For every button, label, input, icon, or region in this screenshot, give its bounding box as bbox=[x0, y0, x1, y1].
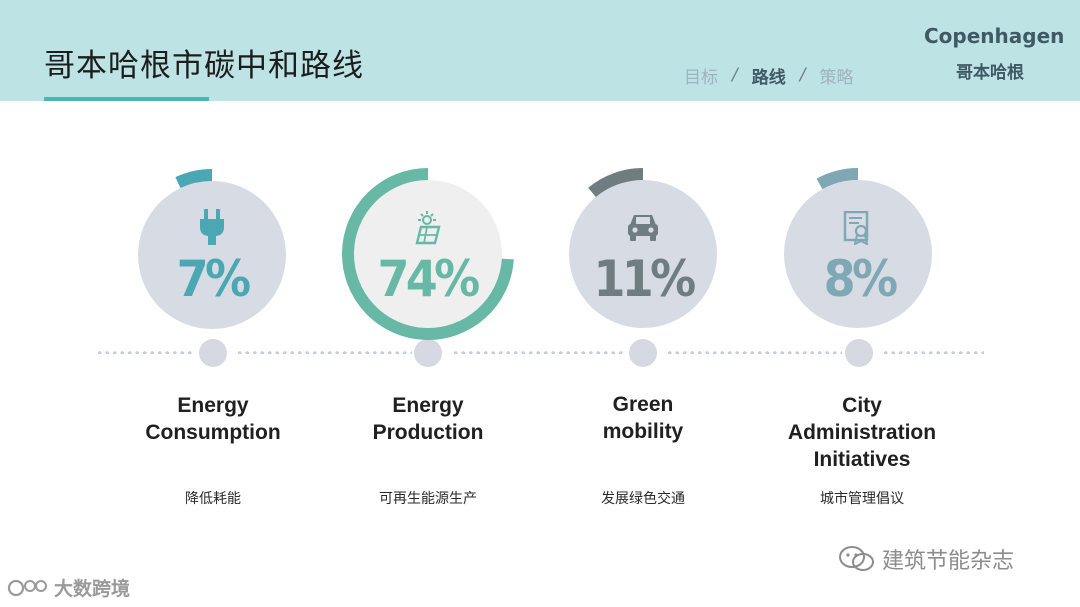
metric-disc bbox=[354, 180, 502, 328]
breadcrumb-item-goal[interactable]: 目标 bbox=[684, 67, 718, 88]
metric-progress-arc bbox=[816, 168, 859, 190]
timeline-node[interactable] bbox=[845, 339, 873, 367]
breadcrumb-separator: / bbox=[799, 65, 806, 85]
car-icon bbox=[627, 212, 659, 246]
brand-name-en: Copenhagen bbox=[924, 24, 1065, 48]
metric-disc bbox=[569, 180, 717, 328]
metric-percent: 8% bbox=[823, 250, 898, 308]
brand-name-zh: 哥本哈根 bbox=[956, 63, 1024, 83]
metric-label: City Administration Initiatives bbox=[787, 394, 937, 471]
metric-disc bbox=[784, 180, 932, 328]
header-bar bbox=[0, 0, 1080, 101]
logo-icon bbox=[7, 579, 47, 596]
timeline-node[interactable] bbox=[414, 339, 442, 367]
metric-progress-arc bbox=[342, 168, 514, 340]
solar-panel-icon bbox=[413, 211, 443, 249]
metric-percent: 11% bbox=[593, 250, 696, 308]
metric-label-zh: 城市管理倡议 bbox=[820, 491, 904, 507]
timeline-dotted-line bbox=[96, 351, 194, 354]
metric-progress-arc bbox=[175, 169, 213, 189]
metric-label-zh: 降低耗能 bbox=[185, 491, 241, 507]
certificate-icon bbox=[843, 210, 873, 249]
wechat-icon bbox=[839, 546, 874, 571]
breadcrumb-item-route[interactable]: 路线 bbox=[751, 67, 786, 88]
metric-disc bbox=[138, 181, 286, 329]
metric-progress-arc bbox=[588, 168, 644, 198]
plug-icon bbox=[197, 209, 227, 249]
timeline-node[interactable] bbox=[199, 339, 227, 367]
metric-percent: 74% bbox=[377, 250, 480, 308]
breadcrumb: 目标 / 路线 / 策略 bbox=[684, 63, 854, 88]
metric-label-zh: 发展绿色交通 bbox=[601, 491, 685, 507]
timeline-node[interactable] bbox=[629, 339, 657, 367]
metric-label: Green mobility bbox=[602, 393, 684, 443]
watermark-wechat: 建筑节能杂志 bbox=[838, 543, 1014, 575]
page-title: 哥本哈根市碳中和路线 bbox=[44, 48, 364, 84]
timeline-dotted-line bbox=[882, 351, 984, 354]
title-underline bbox=[44, 97, 209, 101]
metric-label: Energy Production bbox=[372, 394, 484, 444]
metric-label: Energy Consumption bbox=[145, 394, 281, 444]
timeline-dotted-line bbox=[666, 351, 842, 354]
timeline-dotted-line bbox=[452, 351, 626, 354]
breadcrumb-item-strategy[interactable]: 策略 bbox=[819, 67, 854, 88]
metric-label-zh: 可再生能源生产 bbox=[379, 491, 477, 507]
metric-percent: 7% bbox=[176, 250, 251, 308]
breadcrumb-separator: / bbox=[732, 65, 738, 85]
watermark-source: 大数跨境 bbox=[6, 574, 130, 601]
timeline-dotted-line bbox=[236, 351, 412, 354]
